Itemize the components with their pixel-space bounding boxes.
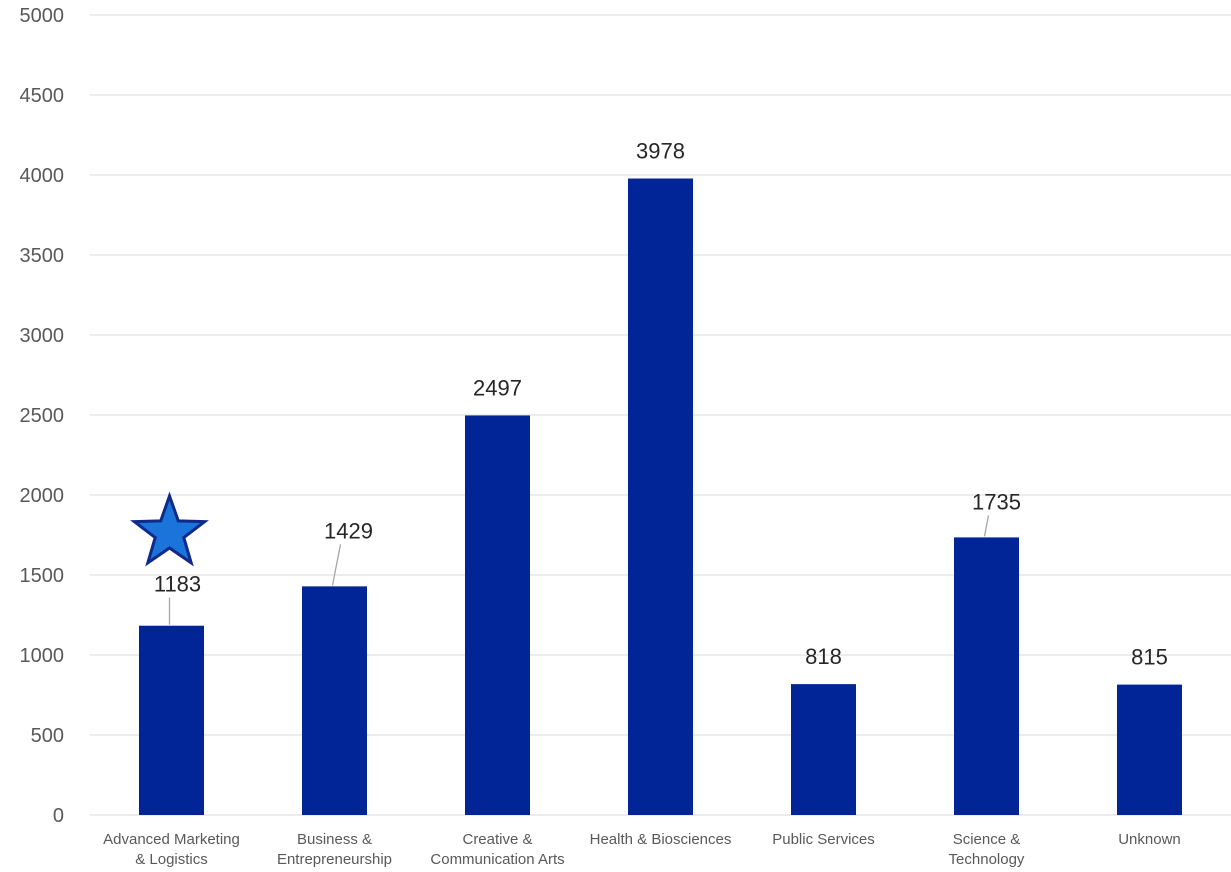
- highlight-marker: [134, 496, 204, 563]
- x-tick-label-line: Health & Biosciences: [590, 831, 732, 848]
- y-axis: 0 500 1000 1500 2000 2500 3000 3500 4000 4500 5000: [20, 5, 65, 827]
- y-tick-label: 4000: [20, 165, 65, 187]
- y-tick-label: 3000: [20, 325, 65, 347]
- x-tick-label-line: Creative &: [462, 831, 532, 848]
- x-tick-label: Health & Biosciences: [590, 831, 732, 848]
- y-tick-label: 3500: [20, 245, 65, 267]
- x-tick-label-line: Technology: [949, 851, 1025, 868]
- data-label: 818: [805, 644, 842, 669]
- data-label: 1735: [972, 489, 1021, 514]
- x-tick-label: Creative & Communication Arts: [430, 831, 564, 868]
- x-tick-label: Public Services: [772, 831, 875, 848]
- star-icon: [134, 496, 204, 563]
- x-tick-label-line: Business &: [297, 831, 372, 848]
- y-tick-label: 1500: [20, 565, 65, 587]
- y-tick-label: 500: [31, 725, 64, 747]
- data-label: 2497: [473, 375, 522, 400]
- bar: [302, 586, 367, 815]
- x-tick-label: Unknown: [1118, 831, 1181, 848]
- bar: [791, 684, 856, 815]
- x-tick-label: Advanced Marketing & Logistics: [103, 831, 240, 868]
- data-label: 1183: [154, 572, 201, 597]
- bar: [465, 415, 530, 815]
- data-label-leader: [333, 544, 341, 585]
- data-label-leader: [985, 515, 989, 536]
- data-label: 3978: [636, 139, 685, 164]
- x-tick-label-line: Unknown: [1118, 831, 1181, 848]
- data-label: 1429: [324, 518, 373, 543]
- x-tick-label: Business & Entrepreneurship: [277, 831, 392, 868]
- x-tick-label-line: Advanced Marketing: [103, 831, 240, 848]
- x-tick-label-line: Public Services: [772, 831, 875, 848]
- bar: [1117, 685, 1182, 815]
- bars: [139, 179, 1182, 815]
- x-tick-label-line: Science &: [953, 831, 1021, 848]
- x-tick-label-line: Communication Arts: [430, 851, 564, 868]
- y-tick-label: 5000: [20, 5, 65, 27]
- x-tick-label-line: & Logistics: [135, 851, 208, 868]
- bar: [954, 537, 1019, 815]
- data-label: 815: [1131, 645, 1168, 670]
- y-tick-label: 4500: [20, 85, 65, 107]
- x-axis: Advanced Marketing & Logistics Business & E…: [103, 831, 1181, 868]
- y-tick-label: 1000: [20, 645, 65, 667]
- bar: [628, 179, 693, 815]
- y-tick-label: 2000: [20, 485, 65, 507]
- data-label-leaders: [170, 515, 989, 624]
- x-tick-label: Science & Technology: [949, 831, 1025, 868]
- y-tick-label: 2500: [20, 405, 65, 427]
- bar: [139, 626, 204, 815]
- x-tick-label-line: Entrepreneurship: [277, 851, 392, 868]
- y-tick-label: 0: [53, 805, 64, 827]
